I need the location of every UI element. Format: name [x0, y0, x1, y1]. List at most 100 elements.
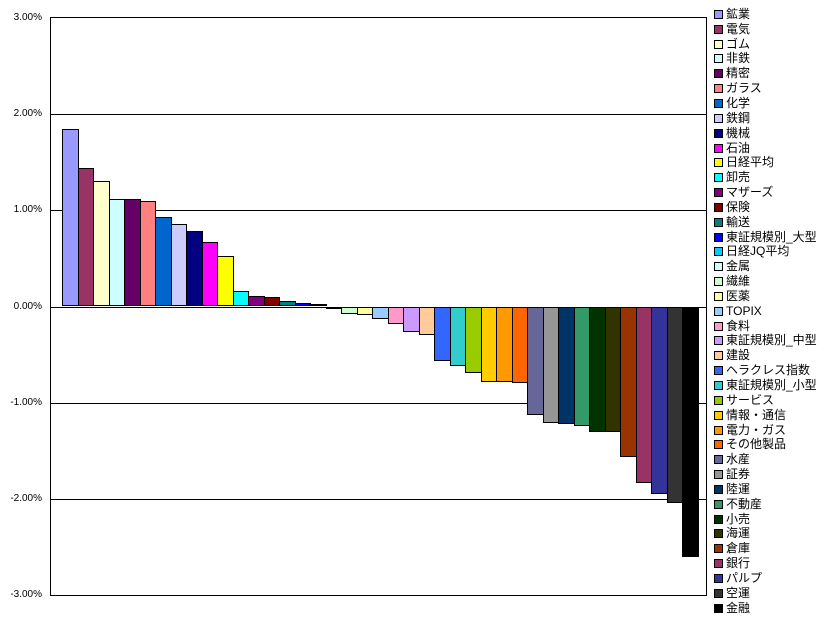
bar-空運 — [666, 306, 683, 503]
legend-label: 東証規模別_小型 — [726, 378, 817, 393]
legend-item: 鉄鋼 — [714, 111, 833, 126]
legend-swatch-icon — [714, 603, 723, 613]
legend-swatch-icon — [714, 188, 723, 198]
bar-陸運 — [558, 306, 575, 424]
bar-TOPIX — [372, 306, 389, 319]
legend-item: 金融 — [714, 601, 833, 616]
legend-swatch-icon — [714, 588, 723, 598]
bar-東証規模別_大型 — [294, 302, 311, 307]
legend-item: 化学 — [714, 96, 833, 111]
legend-label: 卸売 — [726, 170, 751, 185]
y-axis-tick-label: -3.00% — [10, 589, 42, 600]
bar-鉱業 — [62, 128, 79, 307]
legend-item: 精密 — [714, 66, 833, 81]
legend-label: 電気 — [726, 21, 751, 36]
legend-swatch-icon — [714, 24, 723, 34]
legend-label: 鉱業 — [726, 6, 751, 21]
legend-swatch-icon — [714, 158, 723, 168]
legend-item: 非鉄 — [714, 52, 833, 67]
legend-item: 東証規模別_中型 — [714, 334, 833, 349]
gridline — [51, 210, 706, 212]
legend-swatch-icon — [714, 514, 723, 524]
legend-label: サービス — [726, 392, 775, 407]
legend-label: 東証規模別_大型 — [726, 229, 817, 244]
legend-item: 水産 — [714, 452, 833, 467]
legend-swatch-icon — [714, 321, 723, 331]
legend-label: 陸運 — [726, 481, 751, 496]
bar-鉄鋼 — [170, 223, 187, 307]
legend-item: 東証規模別_大型 — [714, 230, 833, 245]
bar-電力・ガス — [496, 306, 513, 382]
legend-label: 海運 — [726, 526, 751, 541]
legend-item: 不動産 — [714, 497, 833, 512]
legend-swatch-icon — [714, 470, 723, 480]
bar-小売 — [589, 306, 606, 432]
bar-卸売 — [232, 291, 249, 307]
legend-item: ヘラクレス指数 — [714, 363, 833, 378]
legend-item: 空運 — [714, 586, 833, 601]
legend-label: 化学 — [726, 95, 751, 110]
legend-label: 小売 — [726, 511, 751, 526]
legend-label: ゴム — [726, 36, 751, 51]
legend-label: 保険 — [726, 199, 751, 214]
legend-label: 機械 — [726, 125, 751, 140]
bar-輸送 — [279, 300, 296, 307]
legend-swatch-icon — [714, 544, 723, 554]
bar-非鉄 — [108, 198, 125, 307]
gridline — [51, 114, 706, 116]
bar-東証規模別_中型 — [403, 306, 420, 333]
legend-label: 石油 — [726, 140, 751, 155]
legend-label: パルプ — [726, 570, 763, 585]
bar-その他製品 — [511, 306, 528, 384]
legend-label: 倉庫 — [726, 541, 751, 556]
legend-swatch-icon — [714, 262, 723, 272]
legend-swatch-icon — [714, 306, 723, 316]
legend-swatch-icon — [714, 395, 723, 405]
bar-情報・通信 — [480, 306, 497, 382]
legend-swatch-icon — [714, 484, 723, 494]
legend-item: 機械 — [714, 126, 833, 141]
legend-label: 日経平均 — [726, 155, 775, 170]
y-axis-tick-label: -1.00% — [10, 396, 42, 408]
legend-swatch-icon — [714, 455, 723, 465]
legend-item: 電気 — [714, 22, 833, 37]
legend-label: 電力・ガス — [726, 422, 787, 437]
legend-swatch-icon — [714, 217, 723, 227]
bar-不動産 — [573, 306, 590, 426]
legend-swatch-icon — [714, 39, 723, 49]
bar-化学 — [155, 217, 172, 307]
legend-label: TOPIX — [726, 303, 762, 318]
legend-item: 東証規模別_小型 — [714, 378, 833, 393]
bar-日経JQ平均 — [310, 303, 327, 307]
legend-item: 鉱業 — [714, 7, 833, 22]
bar-証券 — [542, 306, 559, 423]
bar-倉庫 — [620, 306, 637, 458]
bar-東証規模別_小型 — [449, 306, 466, 367]
y-axis-tick-label: 2.00% — [13, 108, 42, 120]
legend-label: 輸送 — [726, 214, 751, 229]
legend-item: 電力・ガス — [714, 423, 833, 438]
legend-item: 日経JQ平均 — [714, 245, 833, 260]
legend-label: 精密 — [726, 66, 751, 81]
bar-日経平均 — [217, 256, 234, 307]
legend-label: 繊維 — [726, 274, 751, 289]
legend-label: 鉄鋼 — [726, 110, 751, 125]
legend-swatch-icon — [714, 173, 723, 183]
legend-label: ガラス — [726, 81, 762, 96]
legend-swatch-icon — [714, 573, 723, 583]
legend-swatch-icon — [714, 113, 723, 123]
legend-swatch-icon — [714, 9, 723, 19]
gridline — [51, 402, 706, 404]
bar-石油 — [201, 242, 218, 307]
legend-swatch-icon — [714, 366, 723, 376]
legend-label: 東証規模別_中型 — [726, 333, 817, 348]
legend-item: 卸売 — [714, 170, 833, 185]
legend-label: ヘラクレス指数 — [726, 363, 811, 378]
legend-swatch-icon — [714, 410, 723, 420]
bar-ゴム — [93, 180, 110, 307]
legend-item: 輸送 — [714, 215, 833, 230]
legend-swatch-icon — [714, 336, 723, 346]
bar-ヘラクレス指数 — [434, 306, 451, 362]
legend-item: 証券 — [714, 467, 833, 482]
